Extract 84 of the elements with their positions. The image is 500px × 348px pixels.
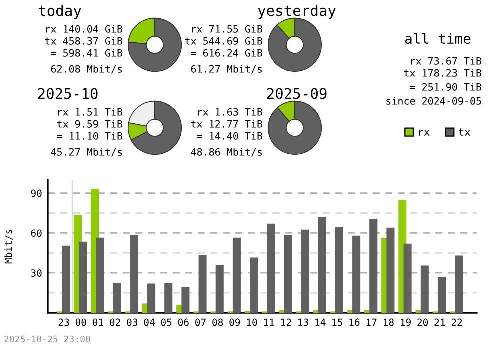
bar: [130, 235, 138, 313]
bar: [386, 228, 395, 313]
bar: [96, 238, 104, 313]
x-tick-label: 23: [58, 318, 70, 326]
bar: [198, 255, 207, 313]
chart-title: 2025-10: [38, 88, 98, 100]
x-tick-label: 03: [127, 318, 138, 326]
text: = 598.41 GiB: [51, 49, 123, 57]
y-tick-label: 60: [31, 230, 42, 238]
text: tx 9.59 TiB: [57, 120, 123, 128]
text: rx 1.51 TiB: [58, 108, 123, 116]
bar: [250, 258, 258, 313]
x-tick-label: 18: [384, 318, 394, 326]
x-tick-label: 04: [144, 318, 155, 326]
y-tick-label: 30: [31, 270, 42, 277]
x-tick-label: 15: [332, 318, 342, 326]
x-tick-label: 13: [298, 318, 308, 326]
x-tick-label: 14: [316, 318, 326, 326]
x-tick-label: 05: [161, 318, 172, 326]
chart-title: today: [38, 4, 82, 20]
bar: [216, 265, 224, 313]
text: since 2024-09-05: [386, 97, 482, 105]
x-tick-label: 22: [452, 318, 462, 326]
bar: [420, 266, 429, 313]
bar: [318, 217, 326, 313]
x-tick-label: 08: [212, 318, 224, 326]
bar: [79, 242, 88, 313]
bar: [232, 238, 241, 313]
bar: [335, 227, 344, 313]
text: tx 178.23 TiB: [404, 69, 482, 77]
text: 2025-10-25 23:00: [4, 336, 90, 343]
donut-slice: [268, 100, 322, 156]
bar: [438, 277, 446, 313]
bar: [62, 246, 70, 313]
text: tx 12.77 TiB: [191, 120, 263, 128]
text: 45.27 Mbit/s: [51, 148, 122, 157]
text: rx 71.55 GiB: [192, 25, 263, 33]
text: all time: [405, 33, 471, 44]
chart-title: 2025-09: [267, 88, 327, 100]
bar: [164, 283, 173, 313]
text: = 11.10 TiB: [57, 132, 123, 140]
x-tick-label: 06: [178, 318, 189, 326]
x-tick-label: 10: [247, 318, 258, 326]
y-tick-label: 90: [31, 190, 42, 198]
bar: [352, 236, 361, 313]
bar: [404, 244, 412, 313]
bar: [370, 219, 378, 313]
x-tick-label: 11: [264, 318, 274, 326]
text: 61.27 Mbit/s: [191, 65, 262, 74]
x-tick-label: 01: [93, 318, 104, 326]
donut-slice: [130, 100, 182, 156]
text: tx 458.37 GiB: [45, 37, 123, 45]
text: 48.86 Mbit/s: [191, 148, 262, 157]
x-tick-label: 09: [230, 318, 240, 326]
x-tick-label: 19: [401, 318, 411, 326]
text: = 251.90 TiB: [410, 83, 482, 91]
bar: [284, 235, 292, 313]
text: rx 1.63 TiB: [198, 108, 263, 116]
bar: [182, 287, 190, 313]
donut-slice: [128, 18, 182, 72]
legend-label: rx: [419, 130, 430, 136]
bar: [113, 283, 122, 313]
text: rx 140.04 GiB: [46, 25, 123, 33]
text: rx 73.67 TiB: [412, 57, 482, 65]
y-axis-title: Mbit/s: [4, 230, 13, 264]
bar: [301, 230, 310, 313]
x-tick-label: 12: [281, 318, 292, 326]
x-tick-label: 17: [366, 318, 377, 326]
bar: [148, 284, 156, 313]
x-tick-label: 00: [76, 318, 86, 326]
donut-slice: [268, 18, 322, 72]
bar: [267, 224, 276, 313]
x-tick-label: 16: [350, 318, 360, 326]
text: = 616.24 GiB: [191, 49, 263, 57]
text: tx 544.69 GiB: [185, 37, 263, 45]
chart-title: yesterday: [258, 4, 336, 20]
x-tick-label: 07: [196, 318, 206, 326]
text: 62.08 Mbit/s: [51, 65, 122, 74]
legend-label: tx: [458, 128, 470, 136]
x-tick-label: 02: [110, 318, 120, 326]
bar: [455, 256, 464, 313]
text: = 14.40 TiB: [197, 132, 263, 140]
x-tick-label: 21: [434, 318, 446, 326]
x-tick-label: 20: [418, 318, 428, 326]
